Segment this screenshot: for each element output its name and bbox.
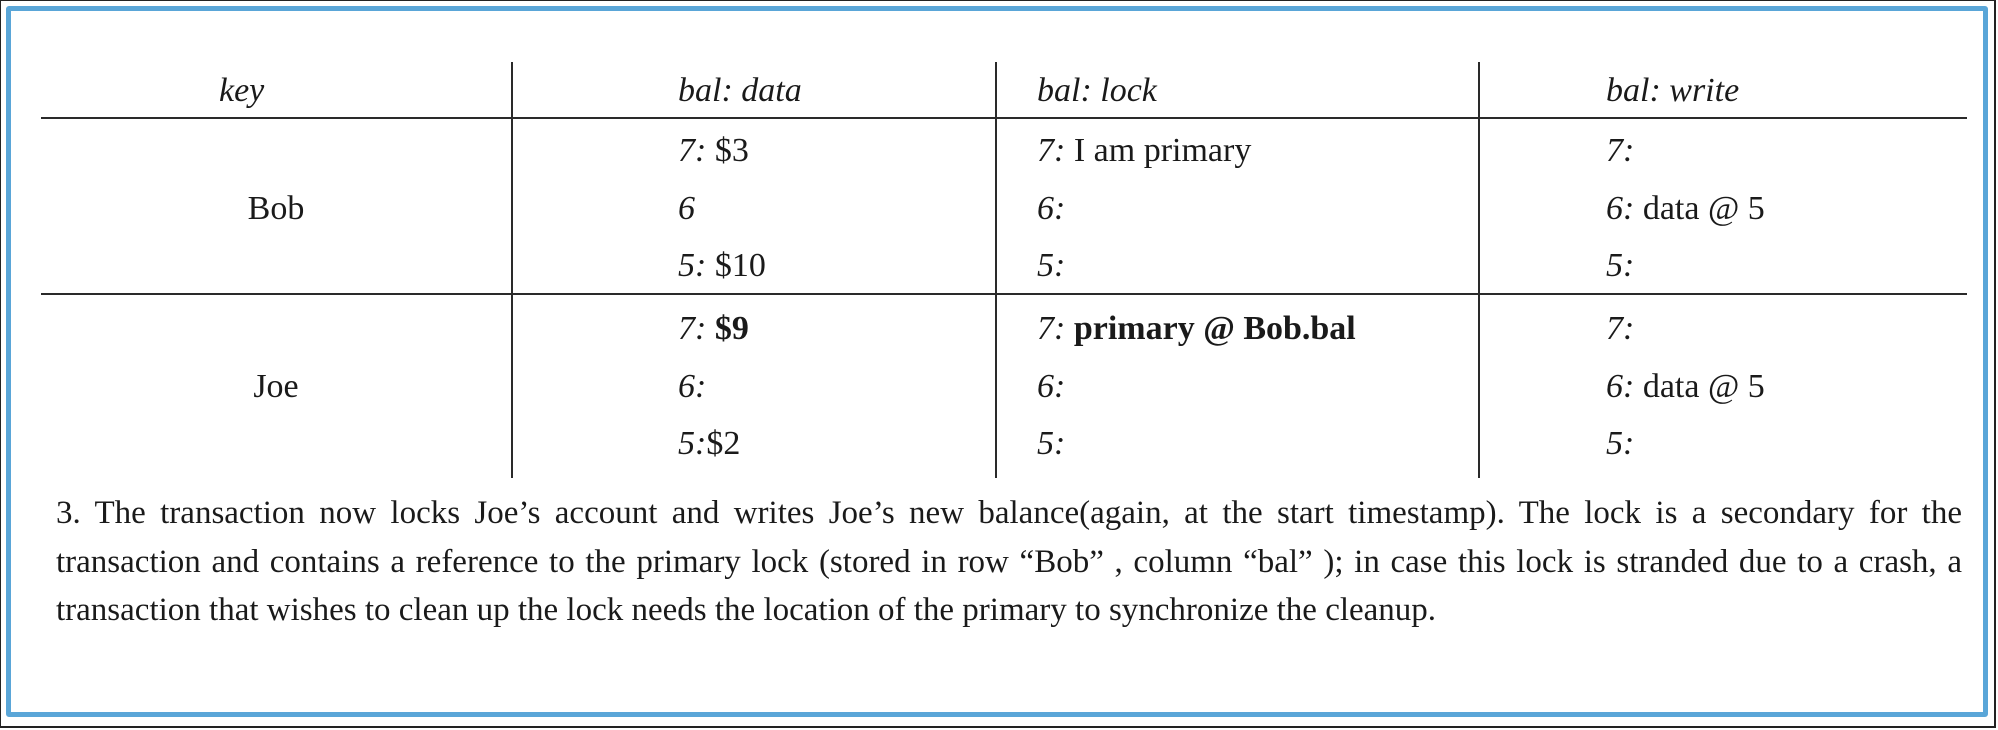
joe-write-7: 7: (1606, 310, 1635, 347)
figure-caption: 3. The transaction now locks Joe’s accou… (56, 495, 1962, 628)
bob-lock-7: 7: I am primary (1037, 132, 1252, 169)
row-key-bob: Bob (247, 190, 305, 227)
table-top-rule (41, 117, 1967, 119)
column-divider-2 (995, 62, 997, 478)
bob-data-6: 6 (678, 190, 695, 227)
bob-lock-5: 5: (1037, 247, 1066, 284)
header-key: key (219, 72, 265, 109)
bob-data-7: 7: $3 (678, 132, 749, 169)
column-divider-3 (1478, 62, 1480, 478)
joe-data-6: 6: (678, 368, 707, 405)
header-bal-lock: bal: lock (1037, 72, 1157, 109)
joe-data-5: 5:$2 (678, 425, 741, 462)
bob-write-6: 6: data @ 5 (1606, 190, 1765, 227)
bob-data-5: 5: $10 (678, 247, 766, 284)
column-divider-1 (511, 62, 513, 478)
bob-lock-6: 6: (1037, 190, 1066, 227)
bob-write-7: 7: (1606, 132, 1635, 169)
bob-write-5: 5: (1606, 247, 1635, 284)
header-bal-write: bal: write (1606, 72, 1740, 109)
joe-write-6: 6: data @ 5 (1606, 368, 1765, 405)
joe-lock-7: 7: primary @ Bob.bal (1037, 310, 1356, 347)
table-row-divider (41, 293, 1967, 295)
row-key-joe: Joe (253, 368, 299, 405)
joe-lock-6: 6: (1037, 368, 1066, 405)
joe-write-5: 5: (1606, 425, 1635, 462)
joe-lock-5: 5: (1037, 425, 1066, 462)
header-bal-data: bal: data (678, 72, 802, 109)
joe-data-7: 7: $9 (678, 310, 749, 347)
figure-frame: key bal: data bal: lock bal: write Bob 7… (6, 6, 1988, 717)
